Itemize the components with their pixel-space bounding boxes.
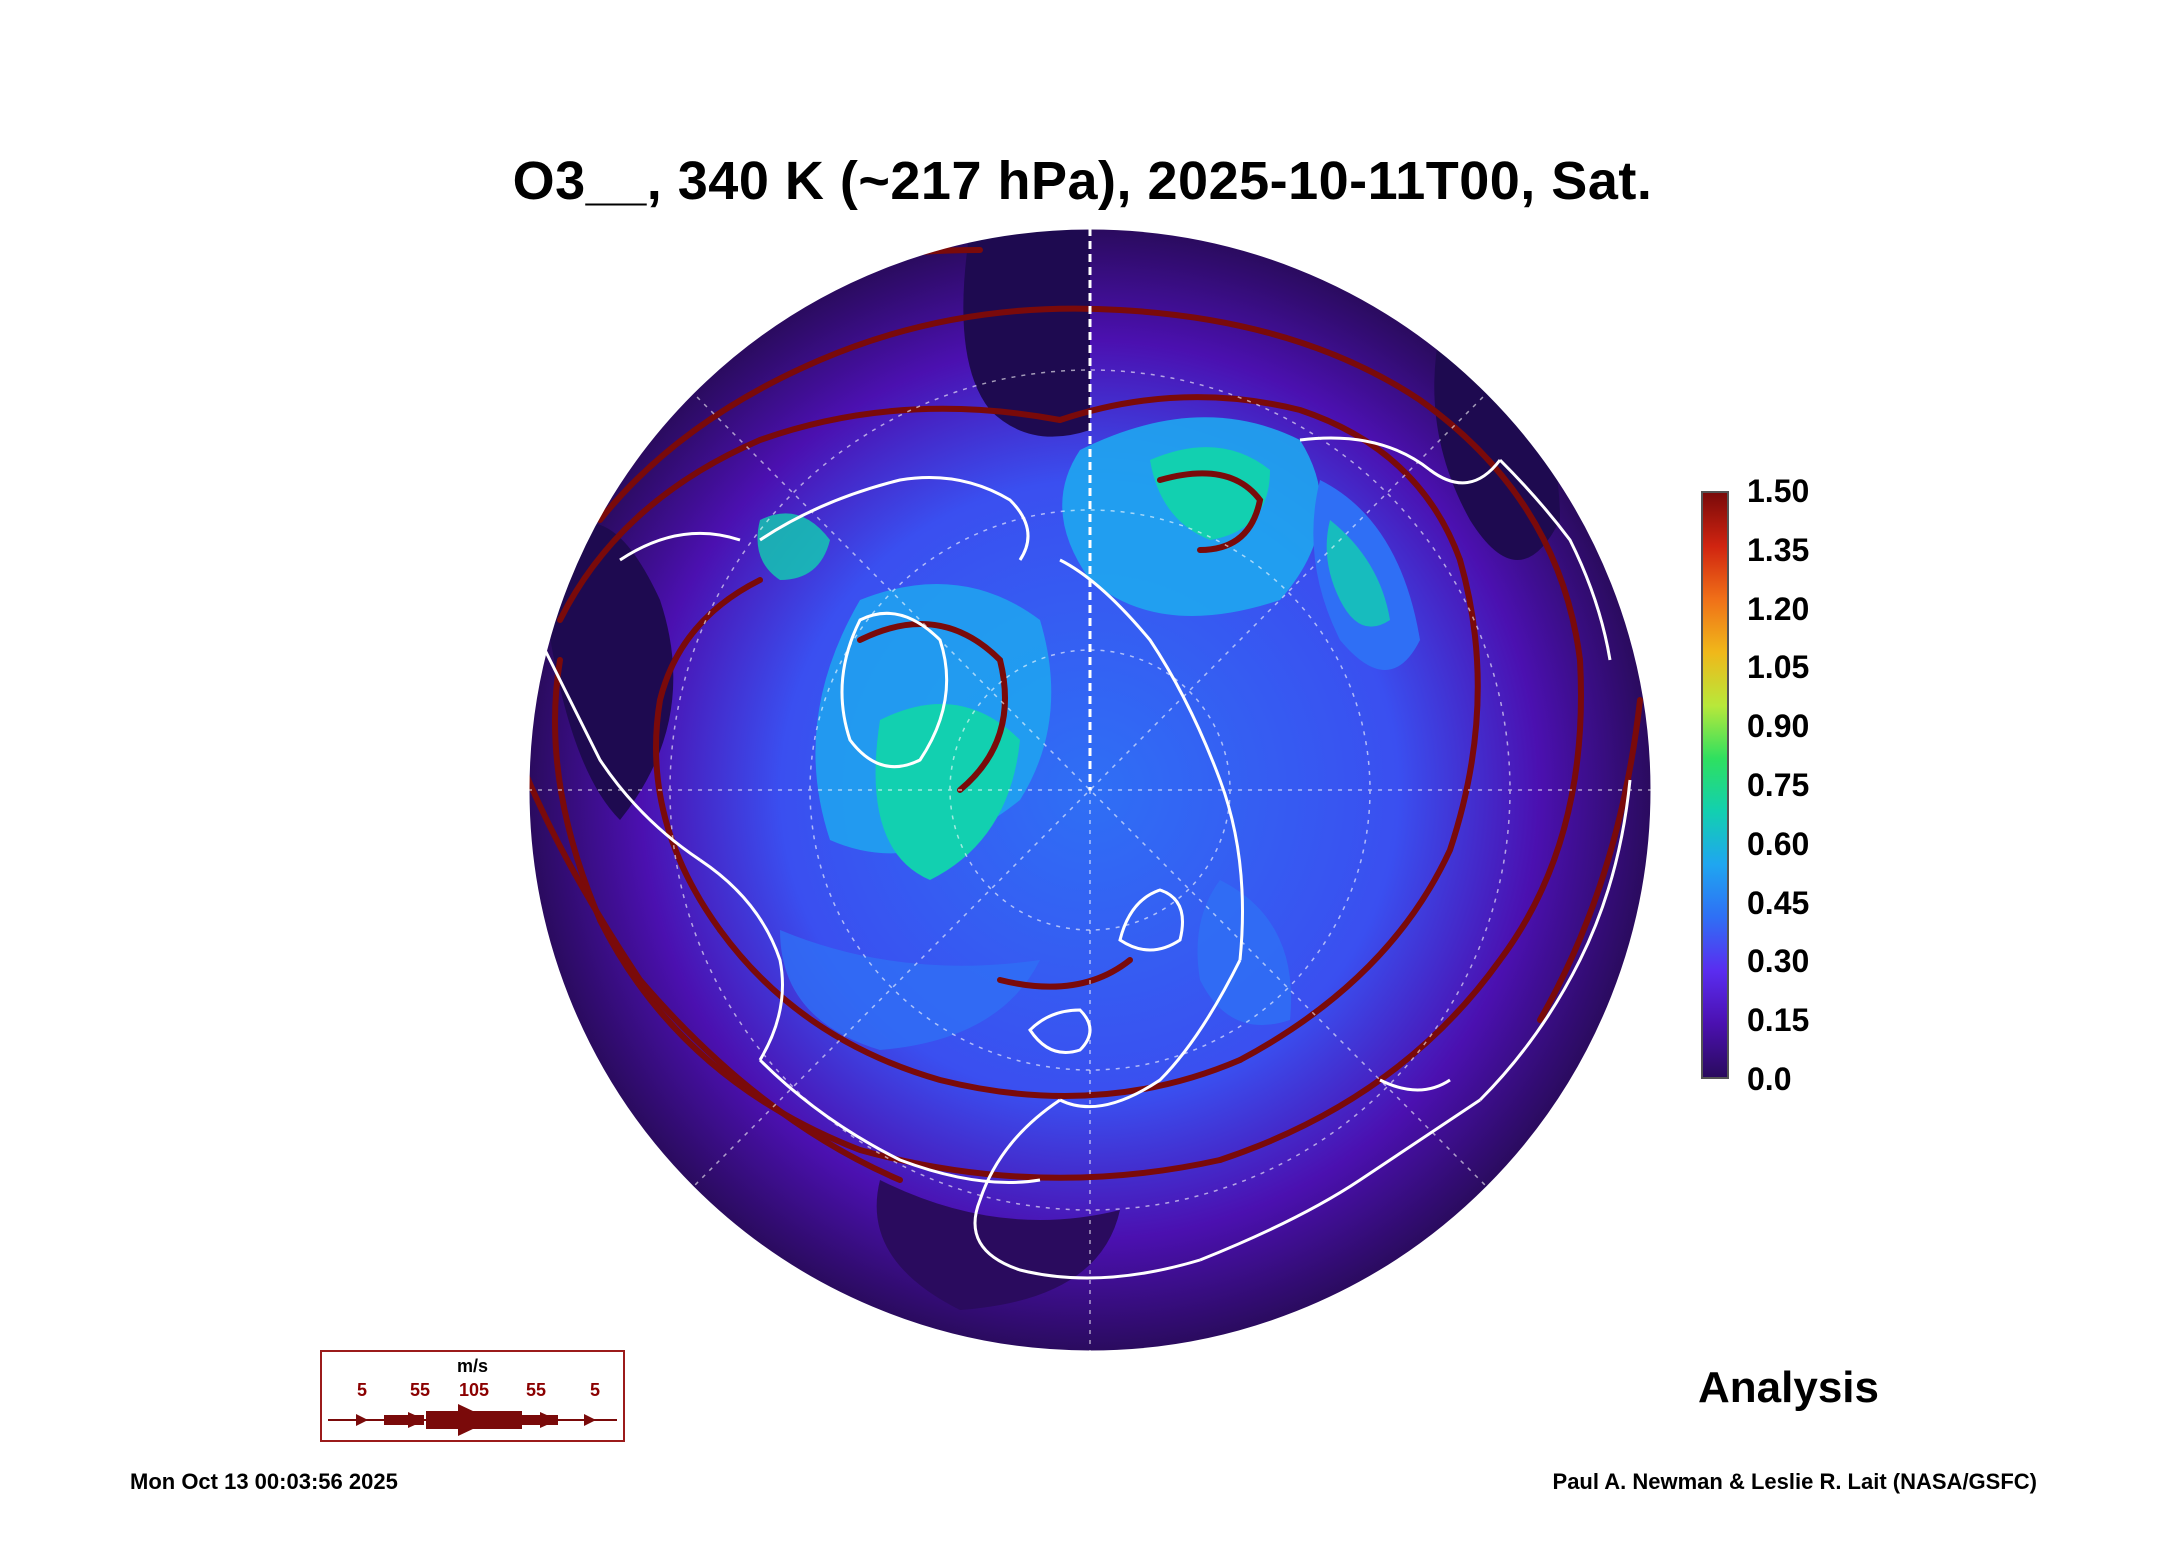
- ozone-blob-1-core: [1150, 447, 1270, 540]
- wind-scale-arrow: [328, 1404, 617, 1436]
- ozone-blob-4-core: [1326, 520, 1390, 627]
- wind-label-5-left: 5: [356, 1380, 368, 1400]
- colorbar-tick-label: 1.50: [1747, 473, 1810, 509]
- wind-unit: m/s: [456, 1356, 489, 1376]
- wind-label-5-right: 5: [589, 1380, 601, 1400]
- analysis-label: Analysis: [1698, 1363, 1879, 1412]
- streamlines: [528, 247, 1643, 1183]
- timestamp: Mon Oct 13 00:03:56 2025: [130, 1469, 398, 1494]
- map-title: O3__, 340 K (~217 hPa), 2025-10-11T00, S…: [512, 151, 1653, 211]
- colorbar-tick-label: 0.60: [1747, 825, 1810, 862]
- ozone-blob-2-core: [875, 704, 1020, 880]
- colorbar-tick-label: 0.15: [1747, 1002, 1810, 1039]
- colorbar-tick-label: 1.20: [1747, 590, 1810, 627]
- wind-label-55-right: 55: [525, 1380, 547, 1400]
- ozone-blob-6: [1197, 880, 1292, 1025]
- low-region-east: [1434, 330, 1560, 560]
- wind-label-105: 105: [458, 1380, 490, 1400]
- colorbar-tick-label: 1.35: [1747, 531, 1810, 568]
- colorbar-tick-label: 0.90: [1747, 708, 1810, 745]
- colorbar-tick-label: 0.30: [1747, 943, 1810, 980]
- credit: Paul A. Newman & Leslie R. Lait (NASA/GS…: [1552, 1469, 2037, 1494]
- coastlines: [538, 436, 1632, 1280]
- colorbar-tick-label: 1.05: [1747, 649, 1810, 686]
- colorbar-tick-label: 0.0: [1747, 1061, 1792, 1097]
- colorbar: [1701, 491, 1729, 1079]
- wind-label-55-left: 55: [409, 1380, 431, 1400]
- wind-speed-legend: m/s 5 55 105 55 5: [320, 1350, 625, 1442]
- globe-outline: [526, 226, 1654, 1354]
- ozone-blob-5: [780, 930, 1040, 1050]
- colorbar-tick-label: 0.45: [1747, 884, 1810, 921]
- low-region-north: [963, 230, 1090, 437]
- globe-field: [528, 228, 1652, 1352]
- colorbar-tick-label: 0.75: [1747, 767, 1810, 803]
